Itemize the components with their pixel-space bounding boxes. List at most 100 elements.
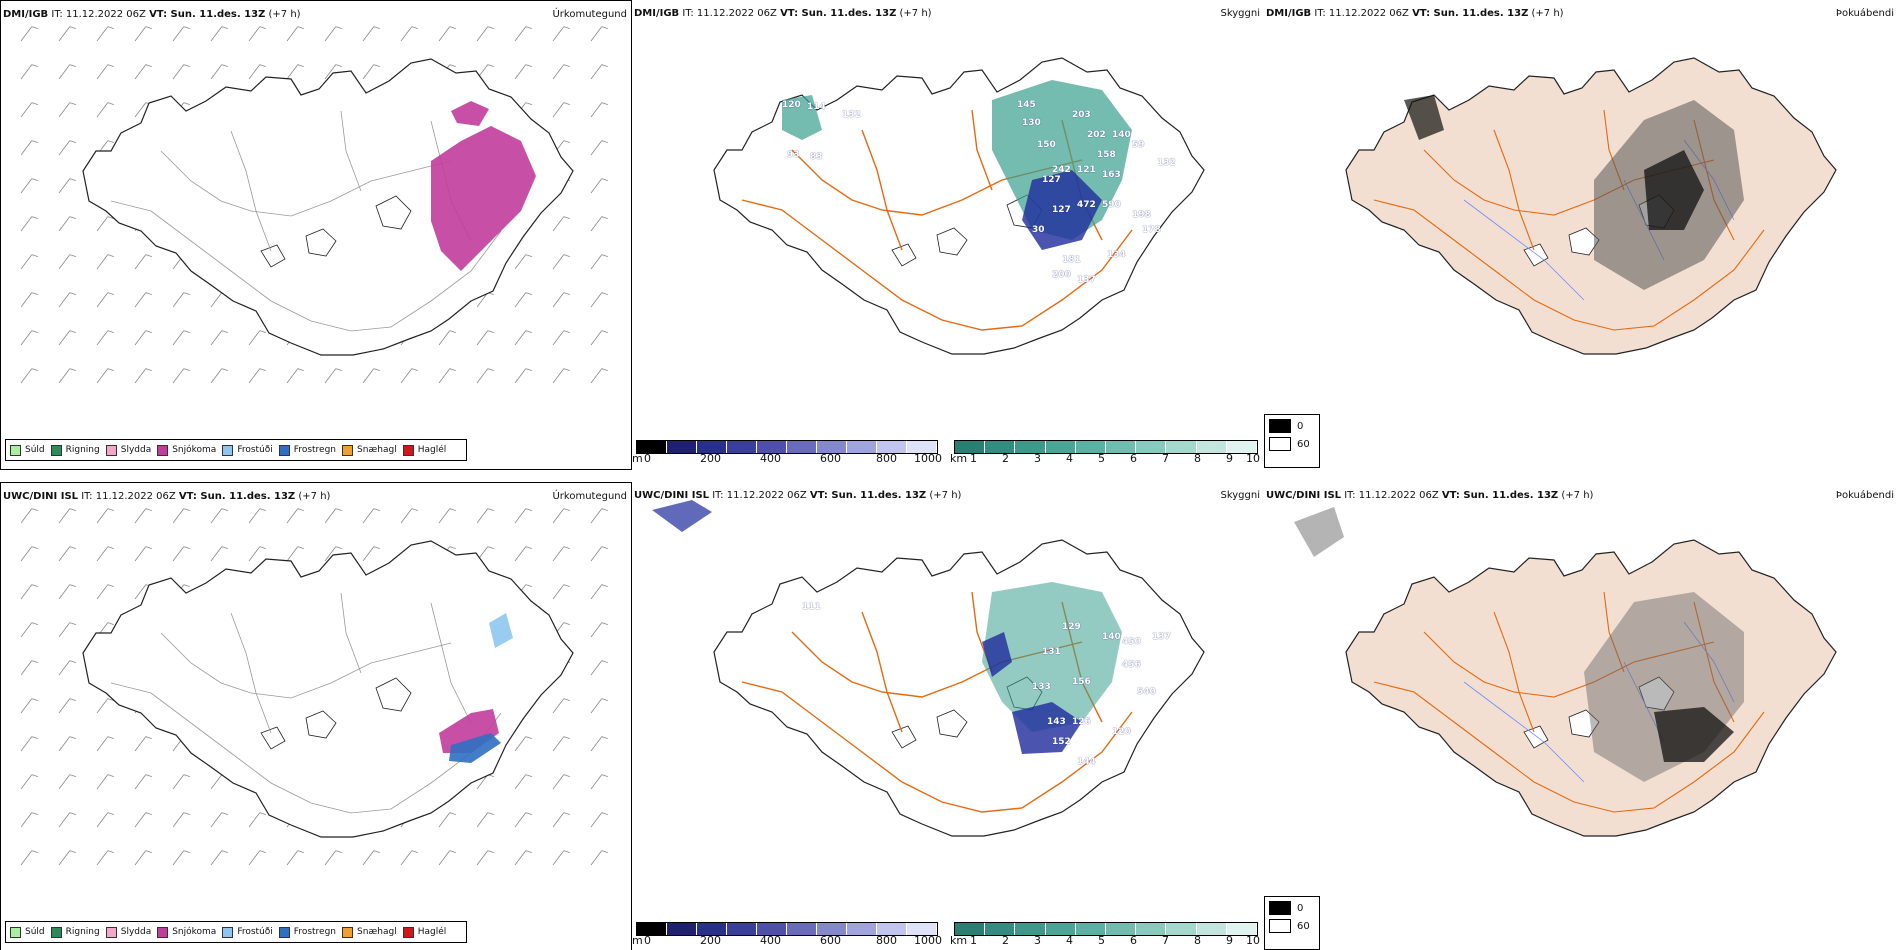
cloud-base-value: 140: [1112, 130, 1131, 140]
legend-item: Frostúði: [222, 926, 273, 938]
precip-legend: Súld Rigning Slydda Snjókoma Frostúði Fr…: [5, 921, 467, 943]
cloud-height-scale: m 0 200 400 600 800 1000: [632, 920, 942, 950]
low-cloud-area: [1022, 170, 1102, 250]
cloud-base-value: 590: [1102, 200, 1121, 210]
map-title: DMI/IGB IT: 11.12.2022 06Z VT: Sun. 11.d…: [634, 8, 932, 19]
cloud-base-value: 150: [1037, 140, 1056, 150]
map-type-label: Úrkomutegund: [552, 491, 627, 502]
cloud-base-value: 203: [1072, 110, 1091, 120]
cloud-base-value: 127: [1052, 205, 1071, 215]
road-network: [1373, 591, 1765, 813]
cloud-base-value: 156: [1072, 677, 1091, 687]
cloud-base-value: 456: [1122, 660, 1141, 670]
cloud-base-value: 178: [1142, 225, 1161, 235]
fog-legend: 0 60: [1264, 896, 1320, 950]
legend-item: Slydda: [105, 926, 151, 938]
m-scale-labels: 0 200 400 600 800 1000: [644, 452, 942, 465]
fog-indicator-map-top: DMI/IGB IT: 11.12.2022 06Z VT: Sun. 11.d…: [1264, 0, 1900, 470]
map-title: DMI/IGB IT: 11.12.2022 06Z VT: Sun. 11.d…: [3, 9, 301, 20]
cloud-base-value: 540: [1137, 687, 1156, 697]
iceland-fog-map: [1294, 507, 1837, 837]
m-scale-bar: [636, 922, 938, 936]
low-visibility-area: [982, 582, 1122, 732]
cloud-base-value: 120: [1112, 727, 1131, 737]
dense-fog-area: [1654, 707, 1734, 762]
legend-item: Snjókoma: [157, 444, 216, 456]
fog-legend-row: 0: [1269, 901, 1315, 915]
visibility-label: Skyggni: [1220, 490, 1260, 501]
cloud-base-value: 140: [1102, 632, 1121, 642]
precip-type-map-top: DMI/IGB IT: 11.12.2022 06Z VT: Sun. 11.d…: [0, 0, 632, 470]
fog-legend-row: 0: [1269, 419, 1315, 433]
cloud-base-value: 145: [1017, 100, 1036, 110]
legend-item: Frostúði: [222, 444, 273, 456]
legend-item: Snæhagl: [342, 444, 397, 456]
km-scale-labels: 1 2 3 4 5 6 7 8 9 10: [970, 934, 1260, 947]
legend-item: Snæhagl: [342, 926, 397, 938]
cloud-height-scale: m 0 200 400 600 800 1000: [632, 438, 942, 468]
map-title: UWC/DINI ISL IT: 11.12.2022 06Z VT: Sun.…: [1266, 490, 1594, 501]
fog-area: [1294, 507, 1344, 557]
legend-item: Snjókoma: [157, 926, 216, 938]
forecast-row-top: DMI/IGB IT: 11.12.2022 06Z VT: Sun. 11.d…: [0, 0, 1900, 470]
fog-legend-row: 60: [1269, 437, 1315, 451]
legend-item: Haglél: [402, 926, 446, 938]
frost-drizzle-area: [489, 613, 513, 648]
cloud-base-value: 120: [782, 100, 801, 110]
cloud-base-value: 129: [1062, 622, 1081, 632]
low-cloud-area: [982, 632, 1012, 677]
cloud-base-value: 83: [810, 152, 823, 162]
fog-legend: 0 60: [1264, 414, 1320, 468]
iceland-precip-map: [20, 508, 608, 866]
cloud-base-value: 198: [1132, 210, 1151, 220]
legend-item: Haglél: [402, 444, 446, 456]
map-title: UWC/DINI ISL IT: 11.12.2022 06Z VT: Sun.…: [634, 490, 962, 501]
cloud-base-value: 133: [1032, 682, 1051, 692]
cloud-base-map-top: DMI/IGB IT: 11.12.2022 06Z VT: Sun. 11.d…: [632, 0, 1264, 470]
cloud-base-value: 111: [802, 602, 821, 612]
snow-area: [431, 126, 536, 271]
iceland-outline: [713, 539, 1205, 837]
cloud-base-value: 152: [1052, 737, 1071, 747]
cloud-base-value: 132: [1157, 158, 1176, 168]
map-type-label: Úrkomutegund: [552, 9, 627, 20]
map-title: UWC/DINI ISL IT: 11.12.2022 06Z VT: Sun.…: [3, 491, 331, 502]
fog-type-label: Þokuábendi: [1835, 8, 1894, 19]
cloud-base-value: 143: [1047, 717, 1066, 727]
cloud-base-value: 242: [1052, 165, 1071, 175]
cloud-base-value: 114: [807, 102, 826, 112]
snow-area: [451, 101, 489, 126]
road-network: [110, 592, 502, 814]
legend-item: Frostregn: [278, 926, 336, 938]
cloud-base-value: 126: [1072, 717, 1091, 727]
legend-item: Súld: [10, 444, 45, 456]
legend-item: Frostregn: [278, 444, 336, 456]
low-cloud-area: [1012, 702, 1082, 754]
fog-indicator-map-bottom: UWC/DINI ISL IT: 11.12.2022 06Z VT: Sun.…: [1264, 482, 1900, 950]
m-scale-bar: [636, 440, 938, 454]
cloud-base-value: 93: [787, 150, 800, 160]
low-visibility-area: [782, 95, 822, 140]
cloud-base-map-bottom: UWC/DINI ISL IT: 11.12.2022 06Z VT: Sun.…: [632, 482, 1264, 950]
iceland-precip-map: [20, 26, 608, 384]
cloud-base-value: 181: [1062, 255, 1081, 265]
dense-fog-area: [1644, 150, 1704, 230]
cloud-base-value: 137: [1152, 632, 1171, 642]
legend-item: Rigning: [50, 444, 100, 456]
low-cloud-area: [652, 500, 712, 532]
cloud-base-value: 202: [1087, 130, 1106, 140]
precip-type-map-bottom: UWC/DINI ISL IT: 11.12.2022 06Z VT: Sun.…: [0, 482, 632, 950]
km-scale-labels: 1 2 3 4 5 6 7 8 9 10: [970, 452, 1260, 465]
m-scale-labels: 0 200 400 600 800 1000: [644, 934, 942, 947]
cloud-base-value: 131: [1042, 647, 1061, 657]
cloud-base-value: 132: [842, 110, 861, 120]
cloud-base-value: 472: [1077, 200, 1096, 210]
cloud-base-value: 30: [1032, 225, 1045, 235]
cloud-base-value: 137: [1077, 275, 1096, 285]
dense-fog-area: [1404, 95, 1444, 140]
km-scale-bar: [954, 440, 1258, 454]
legend-item: Súld: [10, 926, 45, 938]
frost-rain-area: [449, 733, 501, 763]
visibility-scale: km 1 2 3 4 5 6 7 8 9 10: [950, 920, 1262, 950]
